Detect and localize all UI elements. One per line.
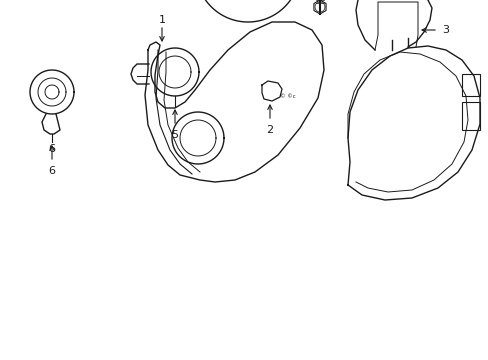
Text: 6: 6 xyxy=(48,166,55,176)
Text: 1: 1 xyxy=(158,15,165,25)
Text: 5: 5 xyxy=(171,130,178,140)
Text: 6: 6 xyxy=(48,144,55,154)
Text: 2: 2 xyxy=(266,125,273,135)
Text: 3: 3 xyxy=(441,25,448,35)
Bar xyxy=(461,102,479,130)
Bar xyxy=(461,74,479,96)
Text: © ©c: © ©c xyxy=(280,94,295,99)
